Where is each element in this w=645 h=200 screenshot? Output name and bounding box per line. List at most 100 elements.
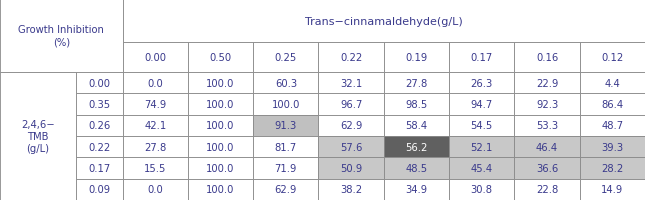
Text: 0.16: 0.16 [536,53,558,63]
Text: 100.0: 100.0 [206,163,235,173]
Bar [123,136,188,158]
Bar [319,73,384,94]
Text: 60.3: 60.3 [275,78,297,88]
Bar [123,158,188,179]
Text: 62.9: 62.9 [340,121,362,131]
Bar [580,43,645,73]
Text: 22.8: 22.8 [536,184,558,194]
Bar [515,179,580,200]
Text: 0.00: 0.00 [144,53,166,63]
Bar [123,94,188,115]
Text: 96.7: 96.7 [340,99,362,109]
Text: 28.2: 28.2 [601,163,624,173]
Text: 0.50: 0.50 [210,53,232,63]
Text: 0.26: 0.26 [88,121,110,131]
Bar [319,115,384,136]
Text: 100.0: 100.0 [272,99,300,109]
Text: 100.0: 100.0 [206,184,235,194]
Bar [188,73,253,94]
Bar [76,179,123,200]
Bar [76,73,123,94]
Bar [384,43,449,73]
Text: 86.4: 86.4 [601,99,624,109]
Bar [580,115,645,136]
Bar [319,158,384,179]
Text: 32.1: 32.1 [340,78,362,88]
Text: 92.3: 92.3 [536,99,558,109]
Text: 74.9: 74.9 [144,99,166,109]
Bar [319,136,384,158]
Text: Growth Inhibition
(%): Growth Inhibition (%) [18,25,104,47]
Text: 62.9: 62.9 [275,184,297,194]
Text: 100.0: 100.0 [206,121,235,131]
Text: 0.00: 0.00 [88,78,110,88]
Bar [449,43,515,73]
Text: 39.3: 39.3 [601,142,624,152]
Bar [76,158,123,179]
Text: 98.5: 98.5 [405,99,428,109]
Bar [123,73,188,94]
Text: 53.3: 53.3 [536,121,558,131]
Text: 0.09: 0.09 [88,184,110,194]
Bar [253,94,319,115]
Text: 4.4: 4.4 [604,78,620,88]
Text: 48.7: 48.7 [601,121,624,131]
Bar [515,136,580,158]
Text: 100.0: 100.0 [206,142,235,152]
Text: 0.22: 0.22 [88,142,110,152]
Text: Trans−cinnamaldehyde(g/L): Trans−cinnamaldehyde(g/L) [305,17,462,26]
Bar [515,94,580,115]
Text: 52.1: 52.1 [471,142,493,152]
Bar [384,94,449,115]
Bar [580,179,645,200]
Bar [253,43,319,73]
Text: 45.4: 45.4 [471,163,493,173]
Bar [449,115,515,136]
Bar [580,73,645,94]
Text: 71.9: 71.9 [275,163,297,173]
Text: 2,4,6−
TMB
(g/L): 2,4,6− TMB (g/L) [21,119,55,154]
Text: 0.19: 0.19 [405,53,428,63]
Bar [253,136,319,158]
Text: 54.5: 54.5 [471,121,493,131]
Bar [188,94,253,115]
Bar [384,73,449,94]
Text: 22.9: 22.9 [536,78,558,88]
Bar [384,115,449,136]
Text: 91.3: 91.3 [275,121,297,131]
Text: 30.8: 30.8 [471,184,493,194]
Bar [188,136,253,158]
Bar [384,158,449,179]
Bar [76,115,123,136]
Bar [123,0,645,43]
Bar [76,136,123,158]
Bar [123,115,188,136]
Bar [580,136,645,158]
Bar [384,136,449,158]
Text: 27.8: 27.8 [144,142,166,152]
Text: 100.0: 100.0 [206,99,235,109]
Text: 15.5: 15.5 [144,163,166,173]
Text: 38.2: 38.2 [340,184,362,194]
Bar [515,73,580,94]
Text: 100.0: 100.0 [206,78,235,88]
Bar [580,158,645,179]
Bar [319,179,384,200]
Bar [515,158,580,179]
Text: 26.3: 26.3 [471,78,493,88]
Text: 14.9: 14.9 [601,184,624,194]
Text: 36.6: 36.6 [536,163,558,173]
Bar [515,115,580,136]
Bar [449,94,515,115]
Bar [0,0,123,73]
Bar [319,94,384,115]
Text: 0.35: 0.35 [88,99,110,109]
Text: 0.0: 0.0 [147,184,163,194]
Bar [188,179,253,200]
Bar [449,158,515,179]
Text: 42.1: 42.1 [144,121,166,131]
Bar [188,158,253,179]
Bar [253,115,319,136]
Bar [384,179,449,200]
Text: 48.5: 48.5 [405,163,428,173]
